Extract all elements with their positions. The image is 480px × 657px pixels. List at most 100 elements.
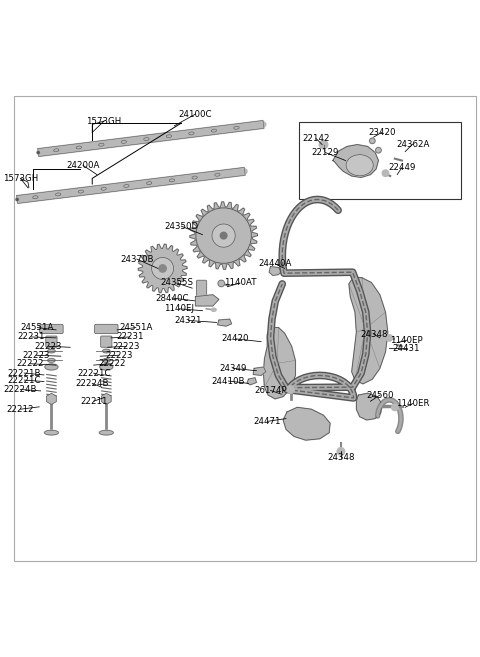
FancyBboxPatch shape xyxy=(196,280,207,300)
Ellipse shape xyxy=(56,193,61,196)
Ellipse shape xyxy=(211,129,216,132)
Text: 24440A: 24440A xyxy=(259,260,292,268)
Circle shape xyxy=(392,404,398,411)
Ellipse shape xyxy=(234,126,239,129)
FancyBboxPatch shape xyxy=(95,325,118,334)
Polygon shape xyxy=(17,168,245,204)
Ellipse shape xyxy=(169,179,175,182)
Ellipse shape xyxy=(76,146,82,149)
Ellipse shape xyxy=(100,364,113,370)
Polygon shape xyxy=(190,202,257,269)
Text: 22223: 22223 xyxy=(113,342,140,351)
Polygon shape xyxy=(283,407,330,440)
Text: 24420: 24420 xyxy=(222,334,249,344)
Polygon shape xyxy=(38,120,264,156)
Ellipse shape xyxy=(189,132,194,135)
Circle shape xyxy=(376,147,381,153)
Text: 22223: 22223 xyxy=(35,342,62,351)
Polygon shape xyxy=(247,378,256,385)
Ellipse shape xyxy=(124,185,129,187)
Ellipse shape xyxy=(346,154,373,176)
FancyBboxPatch shape xyxy=(46,336,57,348)
Ellipse shape xyxy=(215,173,220,176)
Polygon shape xyxy=(195,295,219,306)
Polygon shape xyxy=(138,244,187,293)
Text: 24100C: 24100C xyxy=(179,110,212,119)
Circle shape xyxy=(218,280,225,286)
Text: 26174P: 26174P xyxy=(254,386,287,395)
Text: 22222: 22222 xyxy=(99,359,126,368)
Ellipse shape xyxy=(37,151,39,154)
Text: 22223: 22223 xyxy=(105,351,133,360)
Circle shape xyxy=(287,386,294,394)
Text: 24349: 24349 xyxy=(219,364,247,373)
Ellipse shape xyxy=(211,308,216,311)
Text: 22224B: 22224B xyxy=(75,379,109,388)
Text: 22221B: 22221B xyxy=(8,369,41,378)
Circle shape xyxy=(152,258,174,279)
Text: 22231: 22231 xyxy=(17,332,45,342)
Ellipse shape xyxy=(33,196,38,198)
FancyBboxPatch shape xyxy=(299,122,460,200)
Polygon shape xyxy=(349,277,388,384)
Ellipse shape xyxy=(16,198,18,201)
Text: 22449: 22449 xyxy=(388,163,416,172)
Text: 22222: 22222 xyxy=(16,359,44,368)
Text: 24370B: 24370B xyxy=(120,254,154,263)
Text: 24362A: 24362A xyxy=(396,140,430,148)
Text: 1140AT: 1140AT xyxy=(224,279,256,288)
Polygon shape xyxy=(356,394,382,420)
Circle shape xyxy=(196,208,252,263)
Ellipse shape xyxy=(48,349,55,353)
Circle shape xyxy=(212,224,235,247)
Ellipse shape xyxy=(44,430,59,435)
Ellipse shape xyxy=(192,176,197,179)
FancyBboxPatch shape xyxy=(40,325,63,334)
Ellipse shape xyxy=(261,122,266,127)
Text: 1140EP: 1140EP xyxy=(390,336,423,345)
Ellipse shape xyxy=(103,349,110,353)
Circle shape xyxy=(220,233,227,239)
Text: 24348: 24348 xyxy=(327,453,355,462)
Text: 1573GH: 1573GH xyxy=(3,174,38,183)
Text: 1140ER: 1140ER xyxy=(396,399,430,408)
Text: 22211: 22211 xyxy=(80,397,108,406)
Text: 24551A: 24551A xyxy=(119,323,153,332)
Ellipse shape xyxy=(146,182,152,185)
Text: 24410B: 24410B xyxy=(212,376,245,386)
Circle shape xyxy=(386,334,393,341)
Ellipse shape xyxy=(99,430,113,435)
Ellipse shape xyxy=(103,359,110,362)
Ellipse shape xyxy=(166,135,171,138)
Circle shape xyxy=(370,138,375,144)
Text: 1573GH: 1573GH xyxy=(86,117,121,125)
Polygon shape xyxy=(269,267,281,275)
Ellipse shape xyxy=(78,190,84,193)
Text: 24350D: 24350D xyxy=(164,221,198,231)
Ellipse shape xyxy=(121,141,127,143)
Ellipse shape xyxy=(144,137,149,141)
Text: 24348: 24348 xyxy=(360,330,387,338)
Text: 22223: 22223 xyxy=(22,351,50,360)
Polygon shape xyxy=(264,328,295,399)
Polygon shape xyxy=(217,319,231,326)
Text: 22212: 22212 xyxy=(7,405,34,414)
Text: 22142: 22142 xyxy=(302,134,330,143)
Circle shape xyxy=(159,265,166,272)
Circle shape xyxy=(16,198,18,200)
Text: 24431: 24431 xyxy=(393,344,420,353)
Circle shape xyxy=(382,170,389,177)
Ellipse shape xyxy=(48,359,55,362)
Text: 24551A: 24551A xyxy=(21,323,54,332)
Text: 28440C: 28440C xyxy=(155,294,189,302)
Text: 24321: 24321 xyxy=(175,316,202,325)
Polygon shape xyxy=(253,367,266,375)
Text: 24560: 24560 xyxy=(366,391,394,399)
Text: 22221C: 22221C xyxy=(77,369,110,378)
Text: 24471: 24471 xyxy=(253,417,281,426)
Text: 24355S: 24355S xyxy=(160,279,193,288)
FancyBboxPatch shape xyxy=(101,336,112,348)
Text: 1140EJ: 1140EJ xyxy=(164,304,194,313)
Ellipse shape xyxy=(99,143,104,146)
Circle shape xyxy=(337,447,345,455)
